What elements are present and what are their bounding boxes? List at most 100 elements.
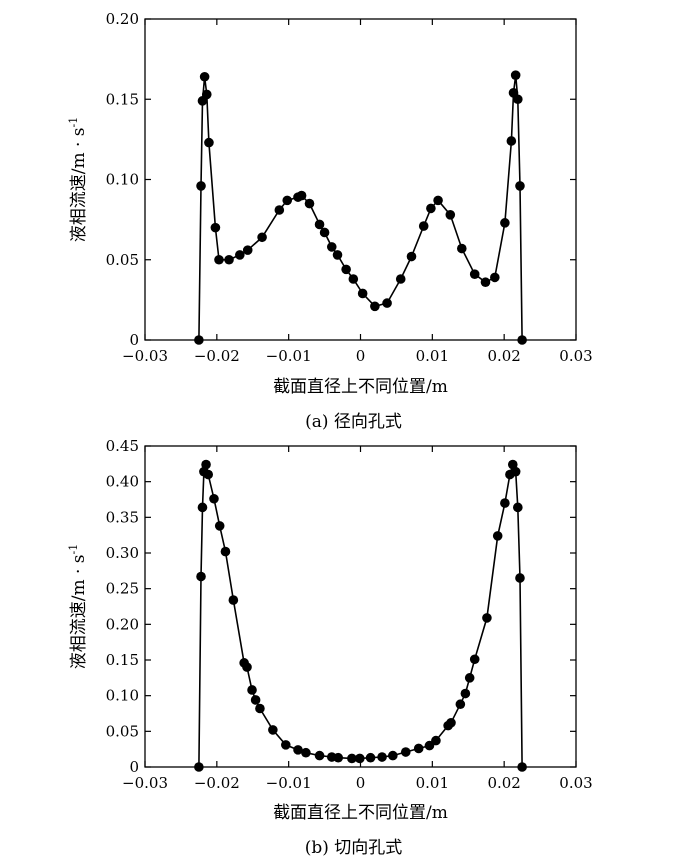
chart0-y-tick-label: 0.15 [106,90,139,108]
chart1-data-point [214,521,225,531]
chart0-data-point [370,301,380,312]
chart1-data-point [460,688,471,699]
chart0-data-point [199,71,210,82]
chart0-data-point [348,274,359,284]
chart1-data-point [301,747,311,758]
chart0-data-point [296,190,307,201]
chart0-data-point [257,232,267,243]
chart1-data-point [500,498,510,508]
chart0-data-point [418,221,429,231]
chart1-data-point [280,740,291,750]
chart0-data-point [500,218,510,228]
chart1-data-point [413,743,424,754]
chart1-data-point [446,717,456,728]
chart1-y-tick-label: 0.35 [106,508,139,526]
chart0-data-point [314,219,325,230]
chart1-data-point [513,502,523,513]
chart1-data-point [377,752,387,762]
chart1-data-point [209,493,219,504]
chart1-data-point [492,531,503,541]
chart1-data-point [197,502,208,513]
chart1-data-point [347,753,357,764]
chart1-x-axis-label: 截面直径上不同位置/m [273,803,448,823]
chart0-data-point [426,203,436,214]
chart0-x-tick-label: 0 [356,347,366,365]
chart1-data-point [431,735,441,746]
chart1-data-point [354,753,365,764]
chart0-x-tick-label: −0.03 [122,347,168,365]
chart0-data-point [513,94,523,105]
chart1-data-point [242,662,252,672]
chart1-data-point [220,546,231,557]
chart0-data-point [480,277,491,288]
chart1-y-tick-label: 0 [129,758,139,776]
chart0-y-tick-label: 0.05 [106,251,139,269]
chart1-y-axis-label-main: 液相流速/m · s [69,554,89,669]
chart0-series-line [198,75,523,341]
chart1-data-point [314,750,325,761]
chart1-x-tick-label: −0.03 [122,774,168,792]
chart0-data-point [204,137,214,148]
chart1-y-tick-label: 0.25 [106,580,139,598]
chart1-y-tick-label: 0.45 [106,437,139,455]
chart1-data-point [517,762,527,772]
chart1-y-tick-label: 0.15 [106,651,139,669]
chart1-data-point [515,573,525,583]
chart0-data-point [395,274,406,284]
chart0-data-point [210,222,221,233]
chart1-data-point [455,699,466,710]
chart0-data-point [224,254,234,265]
chart0-x-tick-label: 0.03 [559,347,592,365]
chart0-x-tick-label: 0.02 [487,347,520,365]
chart0-data-point [214,254,224,265]
chart1-data-point [247,685,257,695]
chart1-data-point [388,750,398,761]
chart1-plot-frame [144,445,577,768]
chart1-caption: (b) 切向孔式 [305,838,403,858]
chart0-x-axis-label: 截面直径上不同位置/m [273,377,448,397]
chart1-data-point [194,762,204,772]
chart1-data-point [482,613,492,623]
chart0-y-axis-label-main: 液相流速/m · s [69,127,89,242]
chart1-y-axis-label: 液相流速/m · s-1 [67,544,89,670]
chart1-x-tick-label: 0 [356,774,366,792]
chart0-data-point [510,70,521,80]
chart0-data-point [469,269,480,279]
chart0-data-point [490,272,500,283]
chart1-data-point [293,745,303,755]
chart1-data-point [464,673,475,683]
chart0-data-point [194,335,204,345]
chart1-series-line [198,462,523,768]
chart0-y-axis-label: 液相流速/m · s-1 [67,117,89,243]
chart1-data-point [469,654,480,665]
chart0-data-point [357,288,368,299]
chart0-y-axis-label-sup: -1 [67,117,80,128]
chart0-data-point [242,245,253,255]
chart1-y-tick-label: 0.05 [106,722,139,740]
chart0-data-point [506,136,517,146]
chart0-data-point [382,298,392,308]
chart0-y-tick-label: 0 [129,331,139,349]
chart0-y-tick-label: 0.10 [106,171,139,189]
chart1-data-point [196,571,206,582]
chart1-x-tick-label: 0.02 [487,774,520,792]
chart0-data-point [445,210,456,220]
chart1-data-point [268,725,278,735]
chart0-data-point [235,250,245,260]
chart0-data-point [341,264,351,275]
chart1-data-point [228,595,239,605]
chart1-y-tick-label: 0.30 [106,544,139,562]
chart0-data-point [274,205,285,215]
chart1-data-point [400,747,411,757]
chart1-data-point [510,466,521,477]
chart1-x-tick-label: 0.01 [416,774,449,792]
chart1-x-tick-label: 0.03 [559,774,592,792]
chart1-data-point [255,703,265,714]
chart0-data-point [332,250,343,260]
chart1-data-point [365,752,376,763]
chart1-data-point [333,752,344,763]
chart0-data-point [515,181,525,191]
chart0: −0.03 −0.02 −0.01 0 0.01 0.02 0.03 0 0.05 0.10 0.1… [67,10,593,432]
chart0-data-point [517,335,527,345]
